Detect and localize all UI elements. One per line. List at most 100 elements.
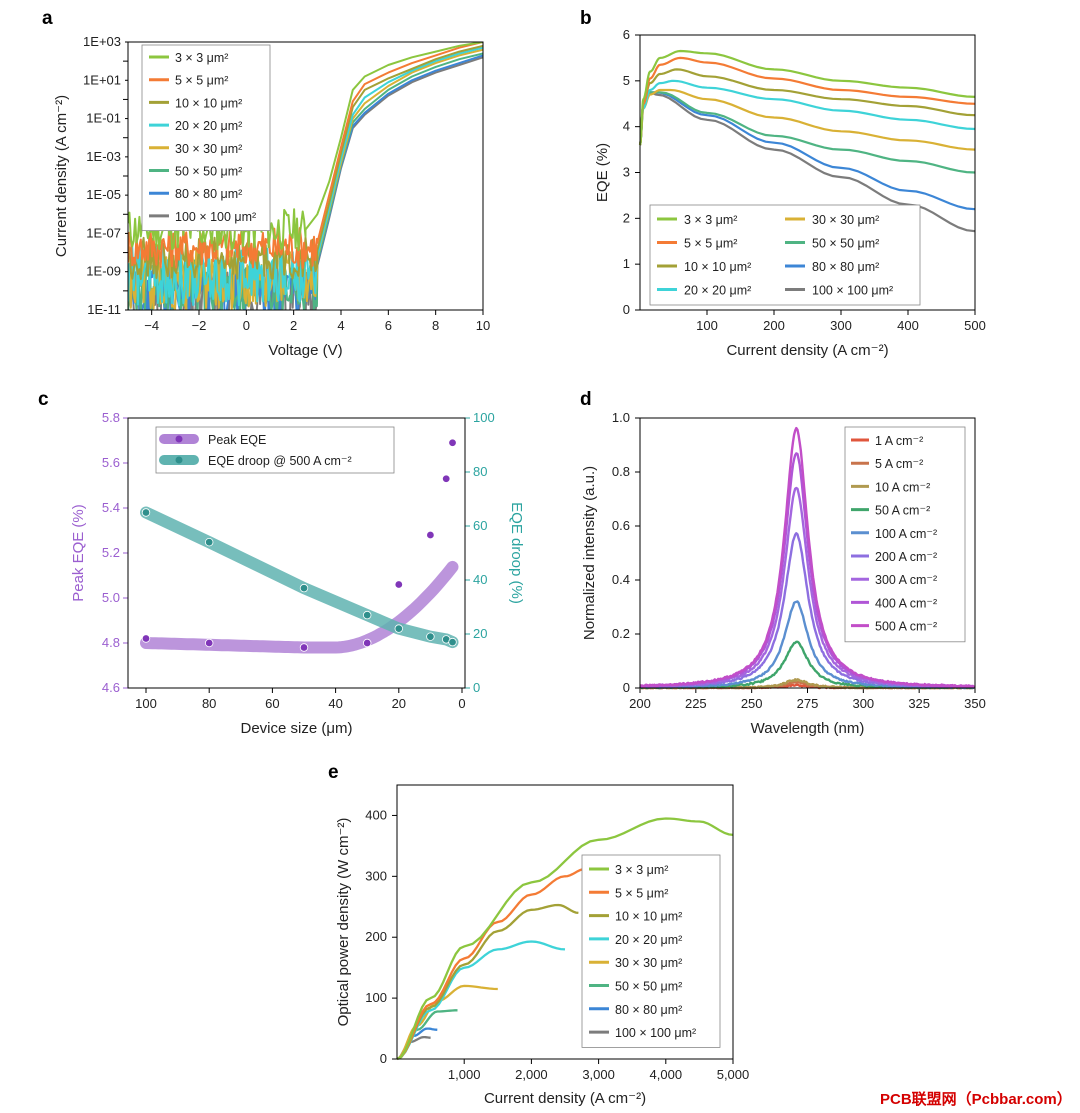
panel-c: c 100 80 60 40 20 0 4.6 4.8 5.0 5.2 5.4 5.6 5.8 0 20 40… — [38, 389, 525, 737]
c-yleft-tick-label: 5.8 — [102, 410, 120, 425]
a-xtick-label: 4 — [337, 318, 344, 333]
b-ytick-label: 6 — [623, 27, 630, 42]
b-legend-label: 10 × 10 μm² — [684, 260, 751, 274]
b-series-3 3 — [638, 49, 976, 146]
c-yright-tick-label: 40 — [473, 572, 487, 587]
a-ytick-label: 1E-05 — [86, 187, 121, 202]
c-legend-label: EQE droop @ 500 A cm⁻² — [208, 454, 352, 468]
c-xlabel: Device size (μm) — [241, 720, 353, 737]
e-legend-label: 100 × 100 μm² — [615, 1026, 696, 1040]
c-eqe-droop-point — [363, 610, 372, 620]
panel-c-label: c — [38, 389, 49, 410]
d-xtick-label: 275 — [797, 696, 819, 711]
a-ylabel: Current density (A cm⁻²) — [53, 95, 70, 257]
b-xlabel: Current density (A cm⁻²) — [726, 342, 888, 359]
c-yright-tick-label: 20 — [473, 626, 487, 641]
d-xtick-label: 350 — [964, 696, 986, 711]
c-xtick-label: 60 — [265, 696, 279, 711]
e-xtick-label: 1,000 — [448, 1067, 481, 1082]
c-eqe-droop-point — [448, 637, 457, 647]
c-axes-frame — [127, 417, 466, 689]
a-ytick-label: 1E-03 — [86, 149, 121, 164]
a-legend-label: 50 × 50 μm² — [175, 165, 242, 179]
c-yright-tick-label: 100 — [473, 410, 495, 425]
b-legend-label: 50 × 50 μm² — [812, 237, 879, 251]
e-legend-label: 50 × 50 μm² — [615, 980, 682, 994]
d-legend-label: 1 A cm⁻² — [875, 434, 923, 448]
c-legend-dot-droop — [175, 456, 183, 464]
c-yleft-tick-label: 5.2 — [102, 545, 120, 560]
c-peak-eqe-point — [141, 634, 151, 643]
d-legend-label: 100 A cm⁻² — [875, 527, 937, 541]
c-yright-tick-label: 0 — [473, 680, 480, 695]
e-legend-label: 3 × 3 μm² — [615, 863, 668, 877]
a-plot-area — [128, 42, 483, 310]
a-legend-label: 10 × 10 μm² — [175, 96, 242, 110]
a-ytick-label: 1E-11 — [87, 302, 121, 317]
a-xtick-label: 2 — [290, 318, 297, 333]
e-legend-label: 10 × 10 μm² — [615, 910, 682, 924]
c-peak-eqe-point — [442, 474, 451, 483]
d-legend-label: 400 A cm⁻² — [875, 596, 937, 610]
b-legend-label: 20 × 20 μm² — [684, 284, 751, 298]
e-ylabel: Optical power density (W cm⁻²) — [335, 818, 352, 1027]
a-xtick-label: −4 — [144, 318, 159, 333]
e-legend-box — [581, 854, 721, 1048]
a-ytick-label: 1E-01 — [86, 111, 121, 126]
b-legend-label: 100 × 100 μm² — [812, 284, 893, 298]
c-yright-tick-label: 60 — [473, 518, 487, 533]
b-legend-label: 30 × 30 μm² — [812, 213, 879, 227]
d-ytick-label: 0.4 — [612, 572, 630, 587]
b-series-20 20 — [638, 79, 976, 146]
b-ytick-label: 4 — [623, 119, 630, 134]
c-yright-tick-label: 80 — [473, 464, 487, 479]
b-xtick-label: 400 — [897, 318, 919, 333]
e-ytick-label: 400 — [365, 807, 387, 822]
panel-b-label: b — [580, 8, 592, 29]
a-ytick-label: 1E-07 — [86, 225, 121, 240]
b-ytick-label: 0 — [623, 302, 630, 317]
d-legend-label: 500 A cm⁻² — [875, 620, 937, 634]
a-xlabel: Voltage (V) — [268, 342, 342, 359]
a-xtick-label: 0 — [243, 318, 250, 333]
d-xtick-label: 325 — [908, 696, 930, 711]
a-legend-label: 30 × 30 μm² — [175, 142, 242, 156]
b-series-80 80 — [638, 91, 976, 211]
d-xlabel: Wavelength (nm) — [751, 720, 865, 737]
e-legend-label: 80 × 80 μm² — [615, 1003, 682, 1017]
e-ytick-label: 0 — [380, 1051, 387, 1066]
c-eqe-droop-point — [204, 538, 214, 547]
e-series-30 30 — [396, 984, 498, 1061]
a-series-3 3 — [128, 42, 483, 252]
b-ylabel: EQE (%) — [594, 143, 611, 202]
c-eqe-droop-point — [299, 583, 309, 593]
b-xtick-label: 500 — [964, 318, 986, 333]
a-xtick-label: −2 — [192, 318, 207, 333]
c-peak-eqe-band — [140, 560, 459, 654]
d-legend-label: 300 A cm⁻² — [875, 573, 937, 587]
c-legend-dot-peak — [175, 435, 183, 443]
e-legend-label: 30 × 30 μm² — [615, 956, 682, 970]
d-xtick-label: 200 — [629, 696, 651, 711]
d-xtick-label: 300 — [852, 696, 874, 711]
d-legend-label: 50 A cm⁻² — [875, 504, 930, 518]
d-ylabel: Normalized intensity (a.u.) — [581, 466, 598, 640]
a-ytick-label: 1E+03 — [83, 34, 121, 49]
c-eqe-droop-point — [426, 632, 435, 641]
d-ytick-label: 0 — [623, 680, 630, 695]
panel-e-label: e — [328, 762, 339, 783]
d-ytick-label: 1.0 — [612, 410, 630, 425]
d-spectrum — [639, 640, 976, 690]
b-ytick-label: 5 — [623, 73, 630, 88]
e-legend-label: 5 × 5 μm² — [615, 886, 668, 900]
a-legend-label: 3 × 3 μm² — [175, 51, 228, 65]
e-series-20 20 — [396, 940, 566, 1061]
e-xtick-label: 4,000 — [650, 1067, 683, 1082]
c-ylabel-right: EQE droop (%) — [508, 502, 525, 604]
e-series-3 3 — [396, 817, 734, 1061]
c-peak-eqe-point — [394, 580, 403, 589]
c-peak-eqe-point — [204, 638, 214, 648]
e-ytick-label: 300 — [365, 868, 387, 883]
watermark: PCB联盟网（Pcbbar.com） — [880, 1091, 1072, 1108]
